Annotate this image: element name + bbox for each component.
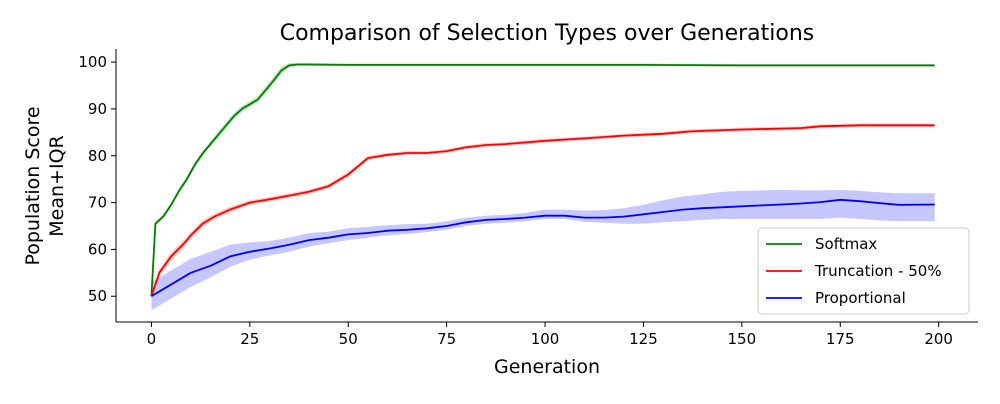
x-tick-label: 25 bbox=[240, 330, 259, 348]
y-tick-label: 60 bbox=[88, 240, 107, 258]
axes bbox=[115, 49, 978, 323]
series-lines bbox=[150, 63, 935, 297]
legend: Softmax Truncation - 50% Proportional bbox=[757, 227, 970, 315]
y-tick-label: 100 bbox=[78, 53, 107, 71]
x-tick-label: 50 bbox=[339, 330, 358, 348]
softmax-line bbox=[150, 63, 935, 297]
x-tick-label: 100 bbox=[531, 330, 560, 348]
y-tick-label: 80 bbox=[88, 147, 107, 165]
y-axis-label-line-1: Population Score bbox=[22, 106, 44, 265]
y-axis-label-line-2: Mean+IQR bbox=[46, 135, 68, 236]
proportional-line bbox=[150, 198, 935, 297]
x-axis-label: Generation bbox=[494, 356, 600, 378]
chart-title: Comparison of Selection Types over Gener… bbox=[280, 21, 815, 46]
truncation-50-line bbox=[150, 124, 935, 297]
x-tick-label: 0 bbox=[147, 330, 157, 348]
legend-items: Softmax Truncation - 50% Proportional bbox=[766, 235, 942, 307]
y-tick-label: 70 bbox=[88, 194, 107, 212]
y-tick-label: 50 bbox=[88, 287, 107, 305]
x-tick-label: 150 bbox=[728, 330, 757, 348]
y-axis-ticks: 50 60 70 80 90 100 bbox=[78, 53, 116, 305]
legend-box bbox=[757, 227, 970, 315]
legend-label-truncation-50: Truncation - 50% bbox=[814, 262, 942, 280]
x-axis-ticks: 0 25 50 75 100 125 150 175 200 bbox=[147, 322, 953, 348]
x-tick-label: 75 bbox=[437, 330, 456, 348]
x-tick-label: 125 bbox=[629, 330, 658, 348]
y-tick-label: 90 bbox=[88, 100, 107, 118]
legend-label-softmax: Softmax bbox=[815, 235, 877, 253]
iqr-bands bbox=[151, 63, 935, 311]
x-tick-label: 175 bbox=[826, 330, 855, 348]
proportional-iqr-band bbox=[151, 189, 935, 311]
x-tick-label: 200 bbox=[924, 330, 953, 348]
legend-label-proportional: Proportional bbox=[815, 289, 906, 307]
